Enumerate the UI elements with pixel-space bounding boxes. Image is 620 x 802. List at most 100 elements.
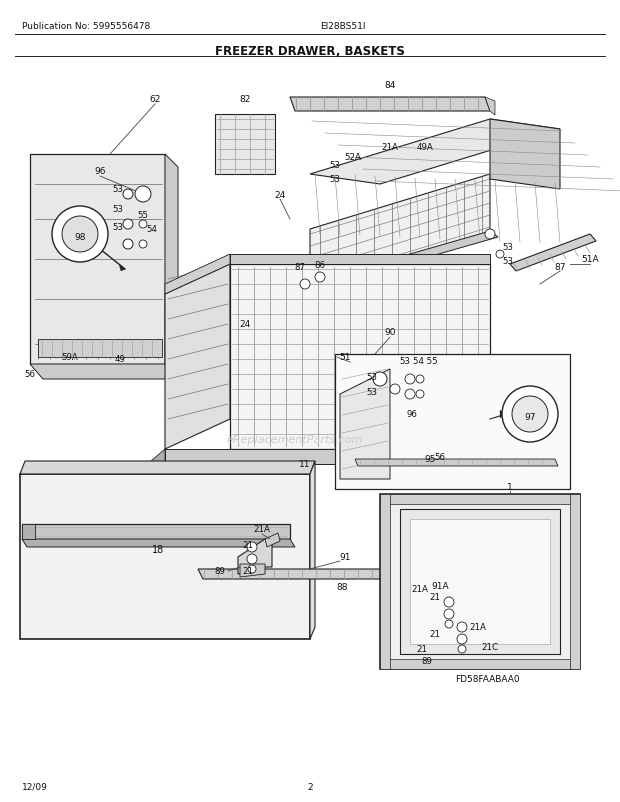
Polygon shape [119,265,125,272]
Circle shape [247,554,257,565]
Polygon shape [380,494,580,504]
Text: 56: 56 [435,453,446,462]
Text: 49A: 49A [417,144,433,152]
Circle shape [62,217,98,253]
Circle shape [405,390,415,399]
Polygon shape [238,539,272,574]
Text: 18: 18 [152,545,164,554]
Text: 88: 88 [336,583,348,592]
Polygon shape [38,339,162,358]
Text: 11: 11 [299,460,311,469]
Circle shape [485,229,495,240]
Text: 12/09: 12/09 [22,782,48,791]
Text: 96: 96 [407,410,417,419]
Circle shape [496,251,504,259]
Text: 53: 53 [366,388,378,397]
Polygon shape [165,449,490,464]
Polygon shape [570,494,580,669]
Polygon shape [230,265,490,449]
Text: 53: 53 [112,205,123,214]
Circle shape [445,620,453,628]
Text: 98: 98 [74,233,86,242]
Polygon shape [448,618,482,652]
Text: 87: 87 [294,263,306,272]
Text: eReplacementParts.com: eReplacementParts.com [227,435,363,444]
Text: FD58FAABAA0: FD58FAABAA0 [455,674,520,683]
Text: 53: 53 [329,160,340,169]
Text: 91A: 91A [431,581,449,591]
Polygon shape [462,586,477,600]
Text: 21A: 21A [469,622,487,632]
Polygon shape [435,592,469,627]
Polygon shape [215,115,275,175]
Text: 89: 89 [422,657,432,666]
Text: 96: 96 [94,168,106,176]
Text: 49: 49 [115,355,125,364]
Text: 21: 21 [417,645,428,654]
Circle shape [416,391,424,399]
Text: 56: 56 [25,370,35,379]
Circle shape [123,240,133,249]
Text: 55: 55 [138,210,149,219]
Polygon shape [310,175,490,290]
Text: 86: 86 [314,260,326,269]
Circle shape [123,190,133,200]
Polygon shape [448,649,475,659]
Text: 21: 21 [242,567,254,576]
Text: 87: 87 [554,263,565,272]
Text: 95: 95 [424,455,436,464]
Text: 90: 90 [384,328,396,337]
Circle shape [247,542,257,553]
Circle shape [416,375,424,383]
Polygon shape [22,539,295,547]
Circle shape [139,241,147,249]
Circle shape [444,610,454,619]
Text: 24: 24 [275,190,286,199]
Polygon shape [490,119,560,190]
Text: 97: 97 [525,413,536,422]
Polygon shape [380,659,580,669]
Polygon shape [198,569,485,579]
Polygon shape [500,411,505,419]
Polygon shape [290,98,490,111]
Polygon shape [30,155,165,365]
Text: 51A: 51A [581,255,599,264]
Text: 82: 82 [239,95,250,104]
Text: 21C: 21C [482,642,498,652]
Text: FREEZER DRAWER, BASKETS: FREEZER DRAWER, BASKETS [215,45,405,58]
Polygon shape [400,509,560,654]
Polygon shape [380,494,580,669]
Polygon shape [30,365,178,379]
Polygon shape [295,232,498,294]
Circle shape [139,221,147,229]
Polygon shape [435,618,462,630]
Text: 53: 53 [502,243,513,252]
Polygon shape [265,533,280,547]
Polygon shape [20,475,310,639]
Polygon shape [355,460,558,467]
Text: EI28BS51I: EI28BS51I [320,22,366,31]
Text: 53: 53 [112,223,123,233]
Text: 54: 54 [146,225,157,234]
Polygon shape [480,565,490,579]
Polygon shape [310,461,315,639]
Text: 53: 53 [329,176,340,184]
Polygon shape [510,235,596,272]
Text: 59A: 59A [61,353,78,362]
Circle shape [390,384,400,395]
Text: 53: 53 [366,373,378,382]
Polygon shape [380,494,390,669]
Text: 62: 62 [149,95,161,104]
Polygon shape [230,255,490,265]
Circle shape [123,220,133,229]
Circle shape [458,645,466,653]
Text: 54 55: 54 55 [413,357,437,366]
Text: 21: 21 [430,630,440,638]
Text: 21: 21 [242,540,254,549]
Text: 1: 1 [507,483,513,492]
Polygon shape [165,265,230,449]
Circle shape [457,622,467,632]
Text: 53: 53 [399,357,410,366]
Circle shape [135,187,151,203]
Text: 21A: 21A [381,144,399,152]
